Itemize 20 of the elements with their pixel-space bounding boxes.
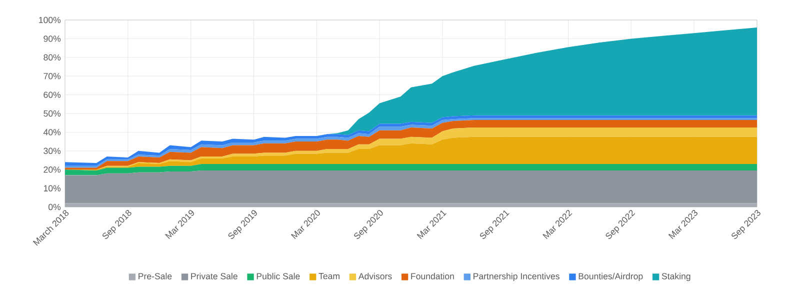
y-tick-label: 50% [44, 110, 61, 117]
y-tick-label: 0% [48, 204, 61, 210]
legend-label: Bounties/Airdrop [578, 272, 643, 282]
legend-label: Private Sale [191, 272, 238, 280]
y-tick-label: 40% [43, 129, 61, 136]
y-tick-label: 20% [44, 166, 61, 173]
y-tick-label: 80% [44, 54, 61, 61]
y-tick-label: 90% [44, 36, 61, 42]
y-tick-label: 10% [44, 185, 61, 192]
legend-label: Partnership Incentives [474, 272, 560, 282]
y-tick-label: 100% [39, 16, 61, 24]
legend-label: Team [318, 273, 340, 280]
y-tick-label: 70% [44, 72, 61, 80]
legend-label: Foundation [411, 272, 454, 280]
legend-label: Pre-Sale [138, 272, 172, 280]
y-tick-label: 60% [44, 92, 61, 98]
legend-label: Public Sale [256, 272, 300, 280]
legend-label: Staking [662, 272, 690, 282]
legend-label: Advisors [358, 272, 392, 280]
y-tick-label: 30% [44, 148, 61, 154]
